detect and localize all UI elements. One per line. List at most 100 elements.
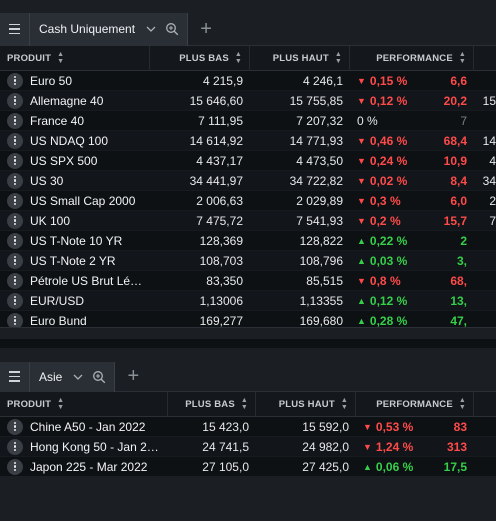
low-value: 128,369 xyxy=(199,233,243,248)
column-header-produit[interactable]: PRODUIT ▲ ▼ xyxy=(0,391,168,417)
up-arrow-icon: ▲ xyxy=(357,295,366,306)
performance-value: ▲ 0,06 % 17,5 xyxy=(363,459,467,474)
product-cell[interactable]: US SPX 500 xyxy=(0,151,150,171)
performance-value: ▼ 0,02 % 8,4 xyxy=(357,173,467,188)
more-vertical-icon[interactable] xyxy=(7,252,23,269)
product-cell[interactable]: France 40 xyxy=(0,111,150,131)
change-value: 2 xyxy=(460,233,467,248)
column-header-plus-bas[interactable]: PLUS BAS ▲ ▼ xyxy=(150,45,250,71)
table-row[interactable]: France 40 7 111,95 7 207,32 0 % 7 xyxy=(0,111,496,131)
product-cell[interactable]: Euro 50 xyxy=(0,71,150,91)
watchlist-tab[interactable]: Cash Uniquement xyxy=(30,13,189,46)
more-vertical-icon[interactable] xyxy=(7,172,23,189)
more-vertical-icon[interactable] xyxy=(7,212,23,229)
more-vertical-icon[interactable] xyxy=(7,458,23,475)
more-vertical-icon[interactable] xyxy=(7,292,23,309)
product-cell[interactable]: Hong Kong 50 - Jan 2… xyxy=(0,437,168,457)
add-tab-button[interactable]: + xyxy=(188,13,224,46)
more-vertical-icon[interactable] xyxy=(7,112,23,129)
table-row[interactable]: Allemagne 40 15 646,60 15 755,85 ▼ 0,12 % 20,… xyxy=(0,91,496,111)
more-vertical-icon[interactable] xyxy=(7,72,23,89)
column-header-plus-haut[interactable]: PLUS HAUT ▲ ▼ xyxy=(250,45,350,71)
watchlist-tab[interactable]: Asie xyxy=(30,362,116,392)
hamburger-icon xyxy=(9,370,20,383)
more-vertical-icon[interactable] xyxy=(7,192,23,209)
extra-value: 15 xyxy=(482,93,496,108)
column-header-produit[interactable]: PRODUIT ▲ ▼ xyxy=(0,45,150,71)
down-arrow-icon: ▼ xyxy=(357,75,366,86)
product-cell[interactable]: Chine A50 - Jan 2022 xyxy=(0,417,168,437)
product-cell[interactable]: US 30 xyxy=(0,171,150,191)
table-row[interactable]: US Small Cap 2000 2 006,63 2 029,89 ▼ 0,3 % 6… xyxy=(0,191,496,211)
performance-value: ▲ 0,03 % 3, xyxy=(357,253,467,268)
column-header-performance[interactable]: PERFORMANCE ▲ ▼ xyxy=(350,45,474,71)
more-vertical-icon[interactable] xyxy=(7,272,23,289)
performance-value: ▼ 0,53 % 83 xyxy=(363,419,467,434)
column-header-plus-bas[interactable]: PLUS BAS ▲ ▼ xyxy=(168,391,256,417)
panel-menu-button[interactable] xyxy=(0,362,30,392)
product-cell[interactable]: US T-Note 2 YR xyxy=(0,251,150,271)
table-row[interactable]: Pétrole US Brut Lé… 83,350 85,515 ▼ 0,8 % 68, xyxy=(0,271,496,291)
more-vertical-icon[interactable] xyxy=(7,418,23,435)
performance-value: ▼ 0,15 % 6,6 xyxy=(357,73,467,88)
plus-icon: + xyxy=(200,17,212,40)
table-row[interactable]: US SPX 500 4 437,17 4 473,50 ▼ 0,24 % 10,9 4 xyxy=(0,151,496,171)
table-row[interactable]: Japon 225 - Mar 2022 27 105,0 27 425,0 ▲ 0,0… xyxy=(0,457,496,476)
performance-value: 0 % 7 xyxy=(357,113,467,128)
table-row[interactable]: EUR/USD 1,13006 1,13355 ▲ 0,12 % 13, xyxy=(0,291,496,311)
product-cell[interactable]: EUR/USD xyxy=(0,291,150,311)
horizontal-scrollbar[interactable] xyxy=(0,327,496,339)
down-arrow-icon: ▼ xyxy=(357,195,366,206)
extra-value: 34 xyxy=(482,173,496,188)
panel-divider xyxy=(0,348,496,362)
table-row[interactable]: US T-Note 10 YR 128,369 128,822 ▲ 0,22 % 2 xyxy=(0,231,496,251)
table-header: PRODUIT ▲ ▼ PLUS BAS ▲ ▼ PLUS HAUT ▲ ▼ PERFORM… xyxy=(0,45,496,71)
table-row[interactable]: Chine A50 - Jan 2022 15 423,0 15 592,0 ▼ 0,5… xyxy=(0,417,496,437)
high-value: 108,796 xyxy=(299,253,343,268)
product-cell[interactable]: Euro Bund xyxy=(0,311,150,331)
column-header-plus-haut[interactable]: PLUS HAUT ▲ ▼ xyxy=(256,391,356,417)
more-vertical-icon[interactable] xyxy=(7,438,23,455)
panel-menu-button[interactable] xyxy=(0,13,30,46)
low-value: 169,277 xyxy=(199,313,243,328)
table-row[interactable]: Euro 50 4 215,9 4 246,1 ▼ 0,15 % 6,6 xyxy=(0,71,496,91)
table-row[interactable]: US 30 34 441,97 34 722,82 ▼ 0,02 % 8,4 34 xyxy=(0,171,496,191)
add-tab-button[interactable]: + xyxy=(115,362,151,392)
high-value: 85,515 xyxy=(306,273,343,288)
more-vertical-icon[interactable] xyxy=(7,152,23,169)
sort-icon: ▲ ▼ xyxy=(240,397,248,411)
more-vertical-icon[interactable] xyxy=(7,132,23,149)
product-cell[interactable]: US NDAQ 100 xyxy=(0,131,150,151)
zoom-icon[interactable] xyxy=(165,22,179,36)
column-header-performance[interactable]: PERFORMANCE ▲ ▼ xyxy=(356,391,474,417)
product-cell[interactable]: Allemagne 40 xyxy=(0,91,150,111)
product-name: UK 100 xyxy=(30,213,71,228)
low-value: 24 741,5 xyxy=(202,439,249,454)
performance-value: ▼ 0,12 % 20,2 xyxy=(357,93,467,108)
change-value: 6,0 xyxy=(450,193,467,208)
high-value: 169,680 xyxy=(299,313,343,328)
product-cell[interactable]: Japon 225 - Mar 2022 xyxy=(0,457,168,477)
table-row[interactable]: US NDAQ 100 14 614,92 14 771,93 ▼ 0,46 % 68,4… xyxy=(0,131,496,151)
table-row[interactable]: Hong Kong 50 - Jan 2… 24 741,5 24 982,0 ▼ 1,… xyxy=(0,437,496,457)
chevron-down-icon[interactable] xyxy=(145,23,157,35)
product-name: Allemagne 40 xyxy=(30,93,104,108)
up-arrow-icon: ▲ xyxy=(357,255,366,266)
zoom-icon[interactable] xyxy=(92,370,106,384)
product-cell[interactable]: Pétrole US Brut Lé… xyxy=(0,271,150,291)
more-vertical-icon[interactable] xyxy=(7,232,23,249)
high-value: 15 592,0 xyxy=(302,419,349,434)
more-vertical-icon[interactable] xyxy=(7,312,23,329)
extra-value: 14 xyxy=(482,133,496,148)
panel-toolbar: Asie + xyxy=(0,362,496,392)
chevron-down-icon[interactable] xyxy=(72,371,84,383)
table-row[interactable]: UK 100 7 475,72 7 541,93 ▼ 0,2 % 15,7 7 xyxy=(0,211,496,231)
product-cell[interactable]: US T-Note 10 YR xyxy=(0,231,150,251)
more-vertical-icon[interactable] xyxy=(7,92,23,109)
sort-icon: ▲ ▼ xyxy=(458,397,466,411)
sort-icon: ▲ ▼ xyxy=(458,51,466,65)
product-cell[interactable]: UK 100 xyxy=(0,211,150,231)
product-cell[interactable]: US Small Cap 2000 xyxy=(0,191,150,211)
table-row[interactable]: US T-Note 2 YR 108,703 108,796 ▲ 0,03 % 3, xyxy=(0,251,496,271)
watchlist-tab-label: Cash Uniquement xyxy=(39,22,136,36)
